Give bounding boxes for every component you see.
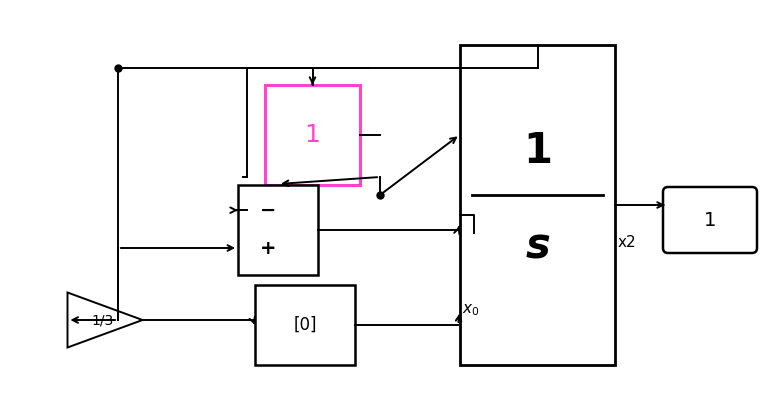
Text: s: s (525, 226, 550, 268)
Text: 1/3: 1/3 (92, 313, 114, 327)
Text: $x_0$: $x_0$ (462, 303, 479, 319)
Text: [0]: [0] (294, 316, 317, 334)
Bar (265, 85, 360, 185)
Text: 1: 1 (704, 211, 716, 229)
Text: 1: 1 (523, 130, 552, 172)
Bar (255, 285, 355, 365)
Text: 1: 1 (305, 123, 320, 147)
Text: x2: x2 (618, 235, 637, 250)
Bar (460, 45, 615, 365)
Bar (238, 185, 318, 275)
FancyBboxPatch shape (663, 187, 757, 253)
Text: +: + (260, 239, 276, 258)
Polygon shape (67, 292, 143, 347)
Text: −: − (260, 201, 276, 220)
